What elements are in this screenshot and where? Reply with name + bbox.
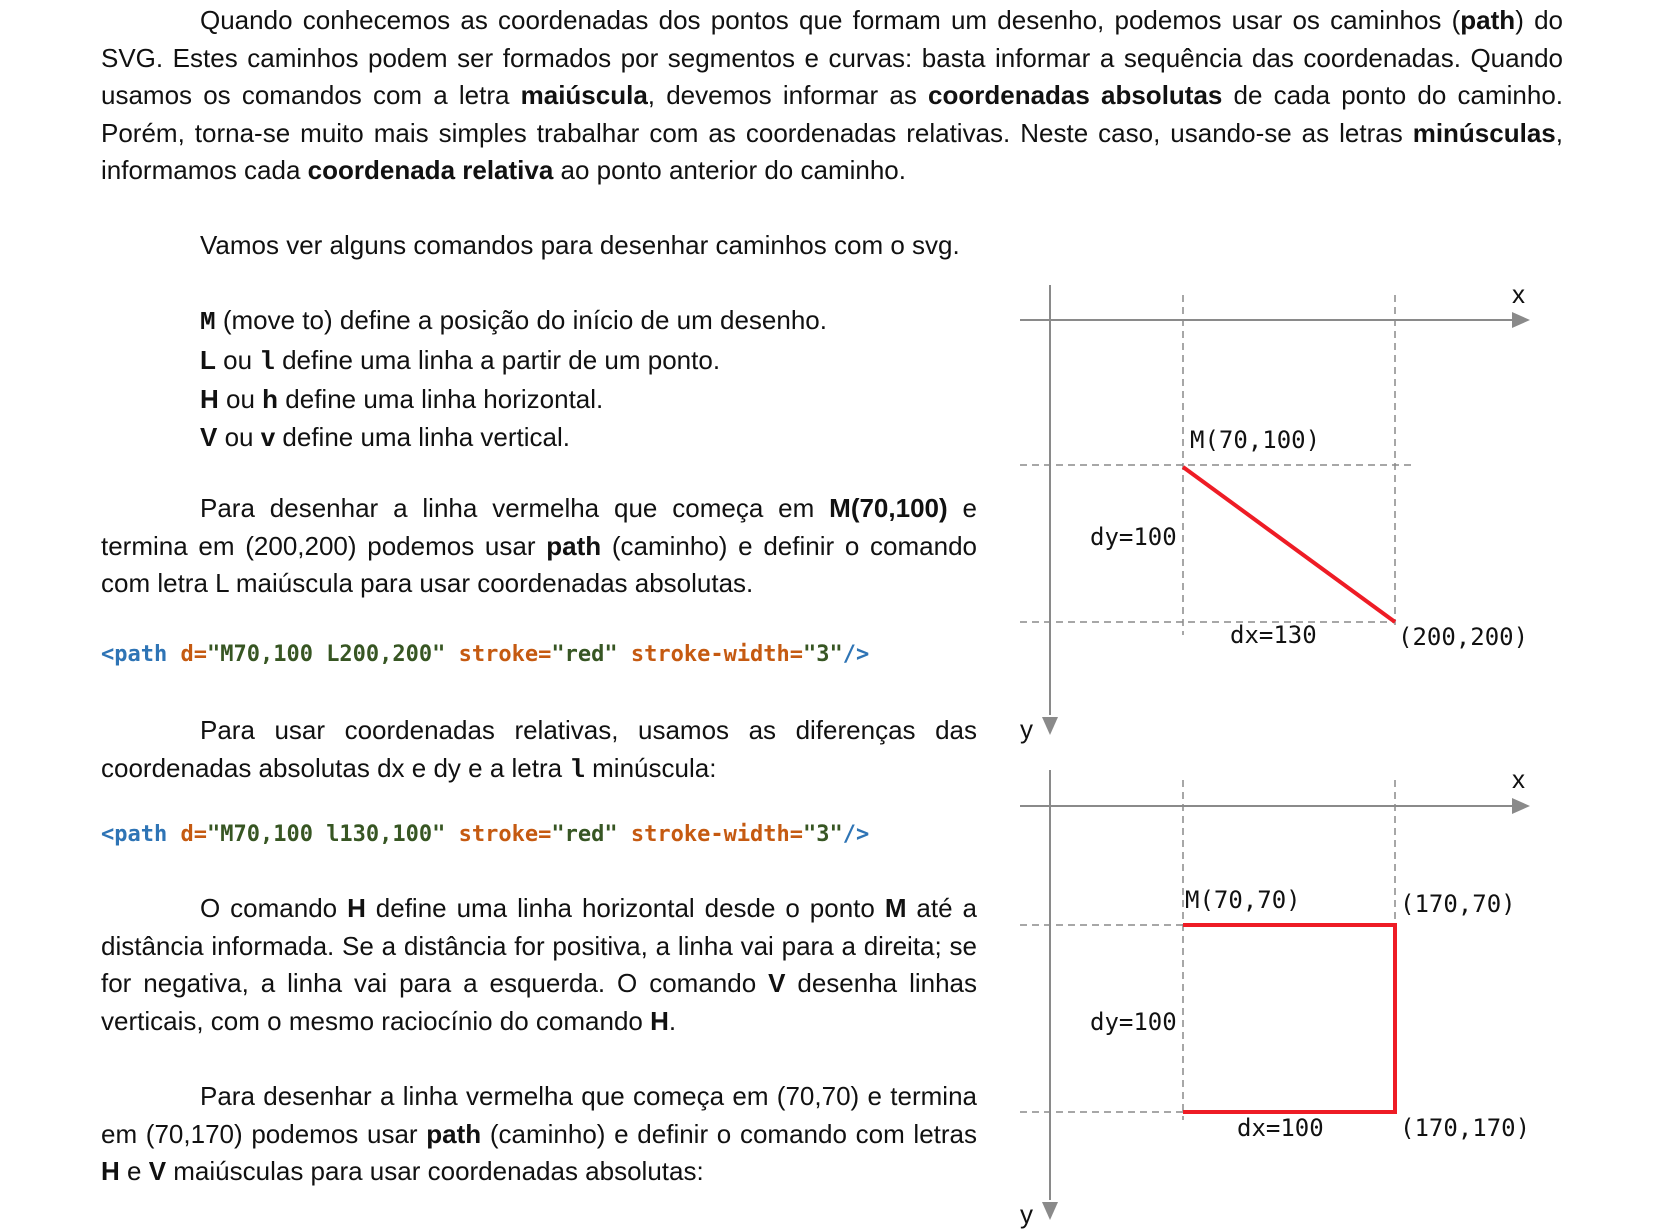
intro-maiuscula-term: maiúscula (520, 80, 648, 110)
diagram2-y-arrow-icon (1042, 1202, 1058, 1220)
command-item-m: M (move to) define a posição do início d… (200, 305, 827, 337)
diagram1-dx-label: dx=130 (1230, 621, 1317, 649)
lead-sentence: Vamos ver alguns comandos para desenhar … (200, 230, 960, 260)
code-line-absolute: <path d="M70,100 L200,200" stroke="red" … (101, 642, 870, 667)
intro-absolute-term: coordenadas absolutas (928, 80, 1223, 110)
command-list: M (move to) define a posição do início d… (200, 302, 827, 456)
path-term: path (546, 530, 602, 561)
command-item-l: L ou l define uma linha a partir de um p… (200, 344, 721, 377)
intro-relative-term: coordenada relativa (307, 155, 554, 185)
hv-absolute-paragraph: Para desenhar a linha vermelha que começ… (101, 1081, 978, 1186)
diagram2-start-label: M(70,70) (1185, 886, 1301, 914)
code-line-relative: <path d="M70,100 l130,100" stroke="red" … (101, 822, 870, 847)
intro-path-term: path (1460, 5, 1516, 35)
diagram2-red-path (1183, 923, 1397, 1114)
diagram2-dy-label: dy=100 (1090, 1008, 1177, 1036)
command-item-h: H ou h define uma linha horizontal. (200, 384, 604, 414)
diagram1-y-arrow-icon (1042, 717, 1058, 735)
command-item-v: V ou v define uma linha vertical. (200, 421, 571, 452)
horizontal-vertical-paragraph: O comando H define uma linha horizontal … (101, 893, 978, 1036)
diagram2-x-label: x (1512, 764, 1525, 794)
start-point-term: M(70,100) (829, 493, 948, 523)
relative-letter: l (569, 754, 585, 785)
diagram2-y-label: y (1020, 1199, 1033, 1229)
diagram2-dx-label: dx=100 (1237, 1114, 1324, 1142)
diagram1-start-label: M(70,100) (1190, 426, 1320, 454)
diagram1-red-line (1181, 465, 1397, 624)
diagram2-end-label: (170,170) (1400, 1114, 1530, 1142)
intro-paragraph: Quando conhecemos as coordenadas dos pon… (101, 5, 1564, 185)
diagram1-x-label: x (1512, 279, 1525, 309)
intro-minusculas-term: minúsculas (1412, 117, 1556, 148)
diagram1-x-arrow-icon (1512, 312, 1530, 328)
diagram1-end-label: (200,200) (1398, 623, 1528, 651)
diagram2-x-arrow-icon (1512, 798, 1530, 814)
diagram1-y-label: y (1020, 714, 1033, 744)
absolute-paragraph: Para desenhar a linha vermelha que começ… (101, 493, 977, 598)
relative-paragraph: Para usar coordenadas relativas, usamos … (101, 715, 977, 785)
diagram1-dy-label: dy=100 (1090, 523, 1177, 551)
diagram2-corner-label: (170,70) (1400, 890, 1516, 918)
